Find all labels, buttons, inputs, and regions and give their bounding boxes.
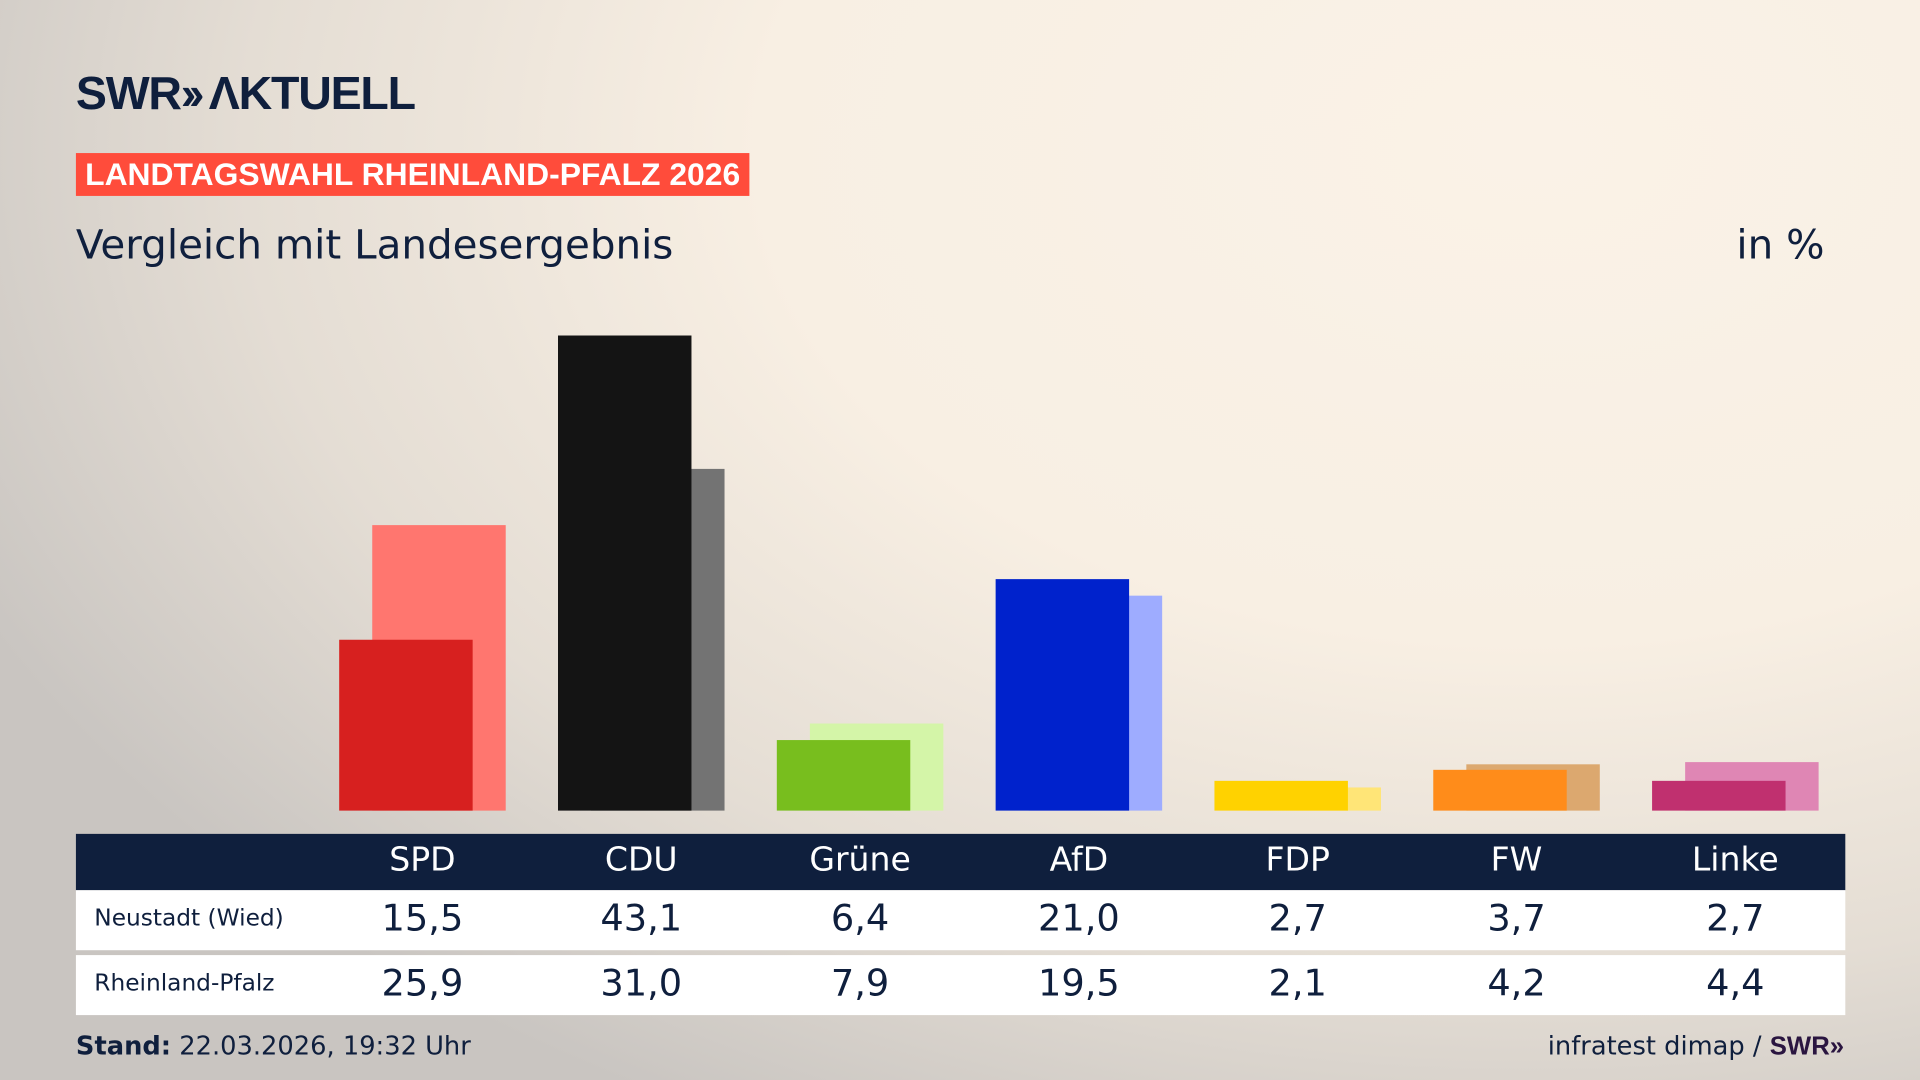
table-row-state: Rheinland-Pfalz 25,9 31,0 7,9 19,5 2,1 4,2 4,4	[75, 955, 1846, 1016]
table-row-district: Neustadt (Wied) 15,5 43,1 6,4 21,0 2,7 3,7 2,7	[75, 890, 1846, 951]
swr-logo-small: SWR»	[1769, 1032, 1845, 1061]
district-bar-AfD	[995, 579, 1130, 811]
district-bar-Linke	[1652, 780, 1786, 811]
data-label: 15,5	[381, 897, 464, 941]
table-header: SPD CDU Grüne AfD FDP FW Linke	[75, 833, 1846, 891]
row-label: Neustadt (Wied)	[94, 904, 284, 932]
bar-chart	[339, 335, 1819, 811]
district-bar-FDP	[1214, 780, 1348, 811]
data-label: 2,7	[1268, 897, 1327, 941]
source-text: infratest dimap /	[1547, 1031, 1770, 1061]
chart-subtitle: Vergleich mit Landesergebnis	[75, 220, 674, 269]
column-header: FDP	[1265, 841, 1330, 880]
data-label: 6,4	[830, 897, 890, 941]
district-bar-FW	[1433, 769, 1567, 811]
district-bar-Grüne	[776, 740, 911, 811]
data-label: 2,1	[1268, 962, 1327, 1006]
data-label: 7,9	[830, 962, 890, 1006]
stand-label: Stand:	[75, 1031, 172, 1061]
data-label: 2,7	[1706, 897, 1765, 941]
data-label: 31,0	[600, 962, 683, 1006]
column-header: CDU	[604, 841, 678, 880]
district-bar-CDU	[558, 335, 692, 811]
column-header: SPD	[389, 841, 456, 880]
timestamp: Stand: 22.03.2026, 19:32 Uhr	[76, 1031, 471, 1060]
swr-aktuell-logo: SWR›› ΛKTUELL	[75, 68, 416, 121]
data-label: 4,2	[1487, 962, 1546, 1006]
election-banner: LANDTAGSWAHL RHEINLAND-PFALZ 2026	[75, 153, 750, 196]
column-header: Linke	[1691, 841, 1779, 880]
data-label: 4,4	[1706, 962, 1765, 1006]
column-header: FW	[1490, 841, 1543, 880]
source: infratest dimap / SWR»	[1548, 1031, 1844, 1062]
unit-label: in %	[1736, 220, 1825, 269]
data-label: 19,5	[1037, 962, 1120, 1006]
column-header: Grüne	[809, 841, 911, 880]
stand-value: 22.03.2026, 19:32 Uhr	[171, 1031, 471, 1061]
row-label: Rheinland-Pfalz	[94, 969, 275, 997]
data-label: 3,7	[1487, 897, 1546, 941]
column-header: AfD	[1049, 841, 1109, 880]
district-bar-SPD	[339, 639, 473, 811]
data-label: 21,0	[1037, 897, 1120, 941]
data-label: 25,9	[381, 962, 464, 1006]
data-label: 43,1	[600, 897, 683, 941]
